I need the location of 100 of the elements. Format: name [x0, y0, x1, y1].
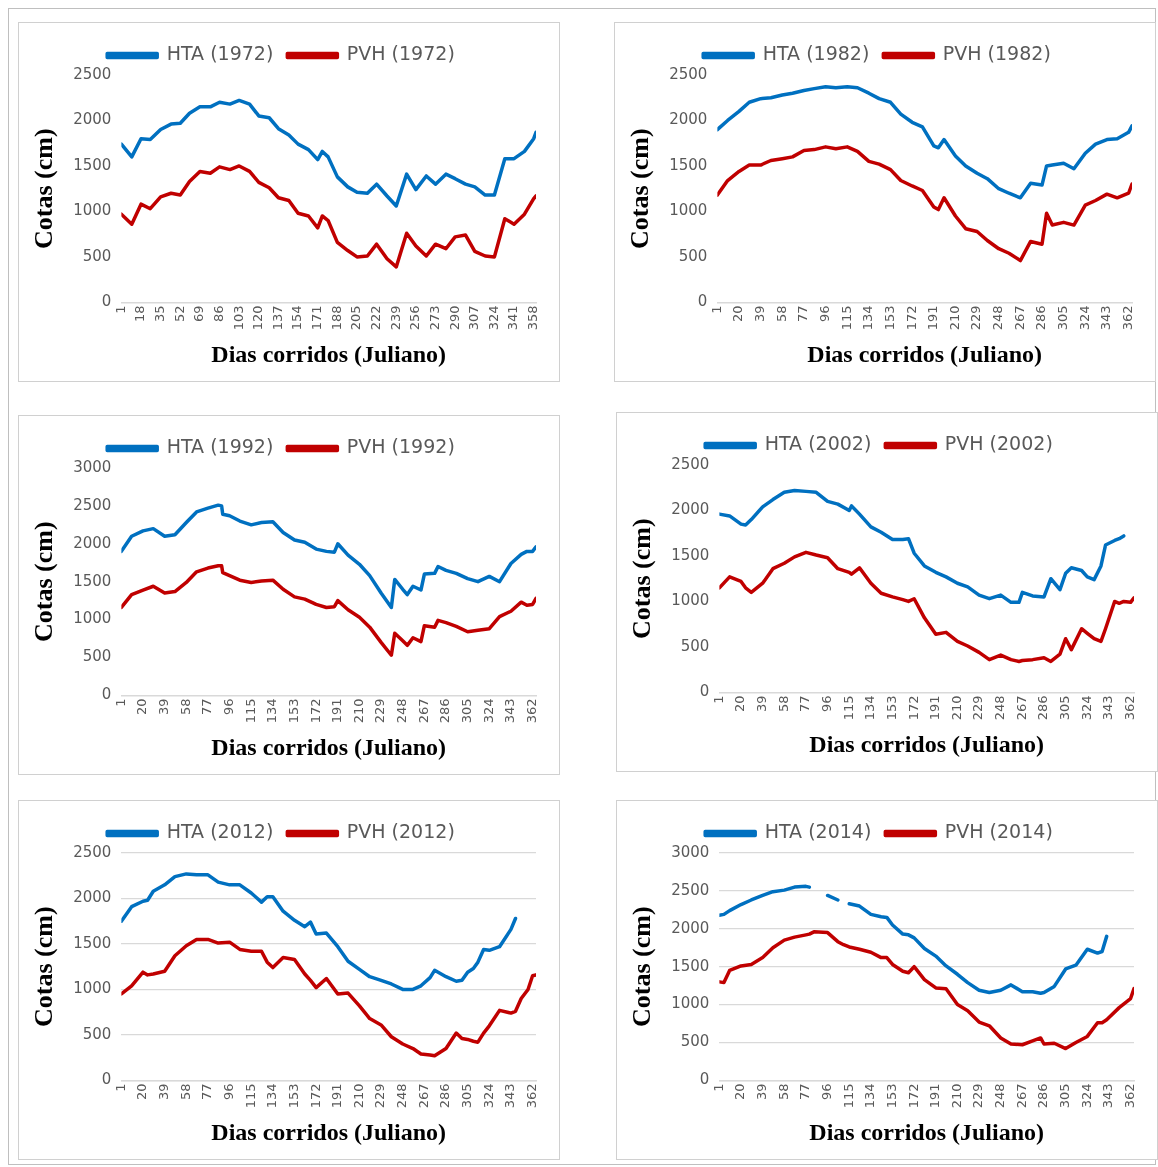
x-tick-label: 248: [992, 1083, 1008, 1109]
y-tick-label: 2000: [73, 110, 112, 129]
x-tick-label: 324: [480, 1083, 496, 1109]
x-tick-label: 343: [1098, 305, 1114, 331]
legend-label: PVH (1992): [346, 435, 455, 458]
y-tick-label: 500: [82, 647, 112, 666]
y-tick-label: 2500: [73, 842, 112, 861]
x-tick-label: 96: [816, 305, 832, 322]
x-tick-label: 20: [730, 305, 746, 322]
x-tick-label: 1: [708, 305, 724, 314]
y-axis-title: Cotas (cm): [29, 906, 59, 1027]
y-tick-label: 3000: [73, 457, 112, 476]
x-tick-label: 120: [250, 305, 266, 331]
x-tick-label: 103: [230, 305, 246, 331]
y-tick-label: 500: [82, 1024, 112, 1043]
y-tick-label: 2000: [73, 533, 112, 552]
x-tick-label: 324: [480, 698, 496, 724]
legend-label: PVH (2014): [944, 820, 1053, 843]
x-tick-label: 171: [309, 305, 325, 331]
y-tick-label: 500: [680, 1032, 710, 1051]
x-tick-label: 222: [367, 305, 383, 331]
x-tick-label: 115: [840, 695, 856, 721]
x-axis-title: Dias corridos (Juliano): [211, 1118, 447, 1145]
x-tick-label: 1: [710, 1083, 726, 1092]
x-tick-label: 324: [1078, 695, 1094, 721]
y-axis-title: Cotas (cm): [625, 128, 655, 249]
x-tick-label: 58: [773, 305, 789, 322]
x-tick-label: 362: [523, 1083, 539, 1109]
legend-label: PVH (1972): [346, 42, 455, 65]
y-axis-title: Cotas (cm): [29, 128, 59, 249]
x-tick-label: 172: [905, 1083, 921, 1109]
x-axis-title: Dias corridos (Juliano): [809, 1118, 1045, 1145]
x-tick-label: 58: [177, 698, 193, 715]
x-tick-label: 343: [502, 698, 518, 724]
legend-label: PVH (1982): [942, 42, 1051, 65]
x-tick-label: 134: [860, 305, 876, 331]
x-tick-label: 267: [415, 1083, 431, 1109]
x-tick-label: 341: [505, 305, 521, 331]
x-tick-label: 96: [220, 698, 236, 715]
x-tick-label: 324: [1078, 1083, 1094, 1109]
x-tick-label: 35: [152, 305, 168, 322]
x-tick-label: 1: [710, 695, 726, 704]
x-tick-label: 96: [220, 1083, 236, 1100]
x-tick-label: 77: [797, 695, 813, 712]
x-tick-label: 286: [437, 1083, 453, 1109]
y-tick-label: 1500: [73, 571, 112, 590]
x-tick-label: 39: [156, 698, 172, 715]
y-tick-label: 1000: [73, 201, 112, 220]
y-tick-label: 2000: [671, 500, 710, 519]
x-tick-label: 305: [459, 1083, 475, 1109]
x-tick-label: 20: [732, 1083, 748, 1100]
y-tick-label: 1000: [73, 609, 112, 628]
x-tick-label: 18: [132, 305, 148, 322]
x-tick-label: 362: [1121, 1083, 1137, 1109]
x-tick-label: 20: [134, 698, 150, 715]
x-tick-label: 248: [992, 695, 1008, 721]
x-tick-label: 362: [1121, 695, 1137, 721]
x-tick-label: 191: [927, 695, 943, 721]
x-tick-label: 134: [862, 695, 878, 721]
x-tick-label: 69: [191, 305, 207, 322]
y-tick-label: 0: [101, 685, 112, 704]
y-tick-label: 1000: [671, 591, 710, 610]
x-tick-label: 77: [199, 1083, 215, 1100]
x-tick-label: 191: [927, 1083, 943, 1109]
y-tick-label: 2000: [669, 110, 708, 129]
x-tick-label: 324: [485, 305, 501, 331]
x-tick-label: 191: [329, 698, 345, 724]
x-tick-label: 191: [329, 1083, 345, 1109]
x-tick-label: 96: [818, 1083, 834, 1100]
x-axis-title: Dias corridos (Juliano): [211, 340, 447, 367]
x-tick-label: 58: [177, 1083, 193, 1100]
y-tick-label: 2000: [671, 918, 710, 937]
x-tick-label: 229: [372, 1083, 388, 1109]
x-tick-label: 172: [307, 1083, 323, 1109]
x-tick-label: 305: [1057, 1083, 1073, 1109]
y-tick-label: 1500: [671, 545, 710, 564]
x-tick-label: 273: [426, 305, 442, 331]
y-tick-label: 2500: [669, 64, 708, 83]
y-axis-title: Cotas (cm): [627, 518, 657, 639]
y-tick-label: 0: [101, 292, 112, 311]
legend-label: HTA (1972): [166, 42, 274, 65]
y-tick-label: 0: [699, 1070, 710, 1089]
legend-label: PVH (2002): [944, 432, 1053, 455]
x-tick-label: 229: [372, 698, 388, 724]
y-tick-label: 500: [680, 636, 710, 655]
x-tick-label: 343: [1100, 1083, 1116, 1109]
x-tick-label: 137: [269, 305, 285, 331]
x-tick-label: 1: [112, 1083, 128, 1092]
x-tick-label: 153: [883, 695, 899, 721]
legend-label: HTA (1982): [762, 42, 870, 65]
x-tick-label: 267: [1013, 695, 1029, 721]
x-tick-label: 172: [905, 695, 921, 721]
legend-label: HTA (2014): [764, 820, 872, 843]
x-axis-title: Dias corridos (Juliano): [807, 340, 1043, 367]
x-tick-label: 286: [437, 698, 453, 724]
y-tick-label: 1000: [73, 979, 112, 998]
x-tick-label: 20: [732, 695, 748, 712]
legend-label: PVH (2012): [346, 820, 455, 843]
x-tick-label: 134: [264, 698, 280, 724]
x-tick-label: 77: [797, 1083, 813, 1100]
